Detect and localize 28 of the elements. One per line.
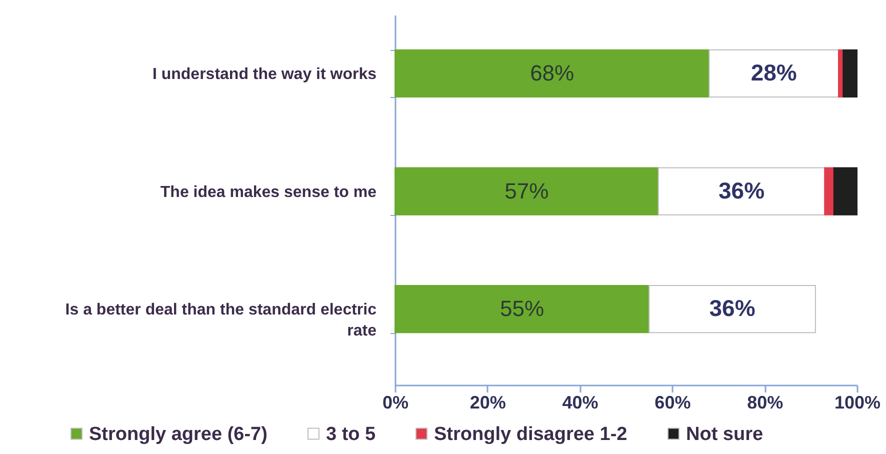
- x-tick-label: 80%: [747, 392, 784, 412]
- bar: [842, 49, 858, 98]
- data-label: 55%: [500, 296, 544, 322]
- x-tick-label: 100%: [834, 392, 881, 412]
- legend-label: Strongly agree (6-7): [89, 424, 268, 445]
- data-label: 57%: [504, 178, 549, 204]
- legend-label: 3 to 5: [326, 424, 376, 445]
- data-label: 36%: [718, 177, 765, 204]
- x-tick-label: 0%: [382, 392, 409, 412]
- bar: [394, 167, 659, 216]
- bar: [648, 285, 816, 334]
- bar: [394, 285, 650, 334]
- x-tick-label: 40%: [562, 392, 598, 412]
- x-tick-label: 20%: [470, 392, 506, 412]
- bar: [833, 167, 858, 216]
- bar: [708, 49, 840, 98]
- y-tick-label: I understand the way it works: [152, 66, 377, 83]
- bar: [394, 49, 710, 98]
- bar: [824, 167, 834, 216]
- data-label: 68%: [530, 60, 574, 86]
- legend-label: Not sure: [686, 424, 764, 445]
- data-label: 36%: [709, 295, 756, 322]
- x-tick-label: 60%: [654, 392, 691, 412]
- y-tick-label: The idea makes sense to me: [160, 184, 377, 201]
- legend-label: Strongly disagree 1-2: [434, 424, 628, 445]
- y-tick-label: Is a better deal than the standard electric rate: [65, 302, 377, 340]
- bar: [658, 167, 826, 216]
- data-label: 28%: [750, 59, 797, 86]
